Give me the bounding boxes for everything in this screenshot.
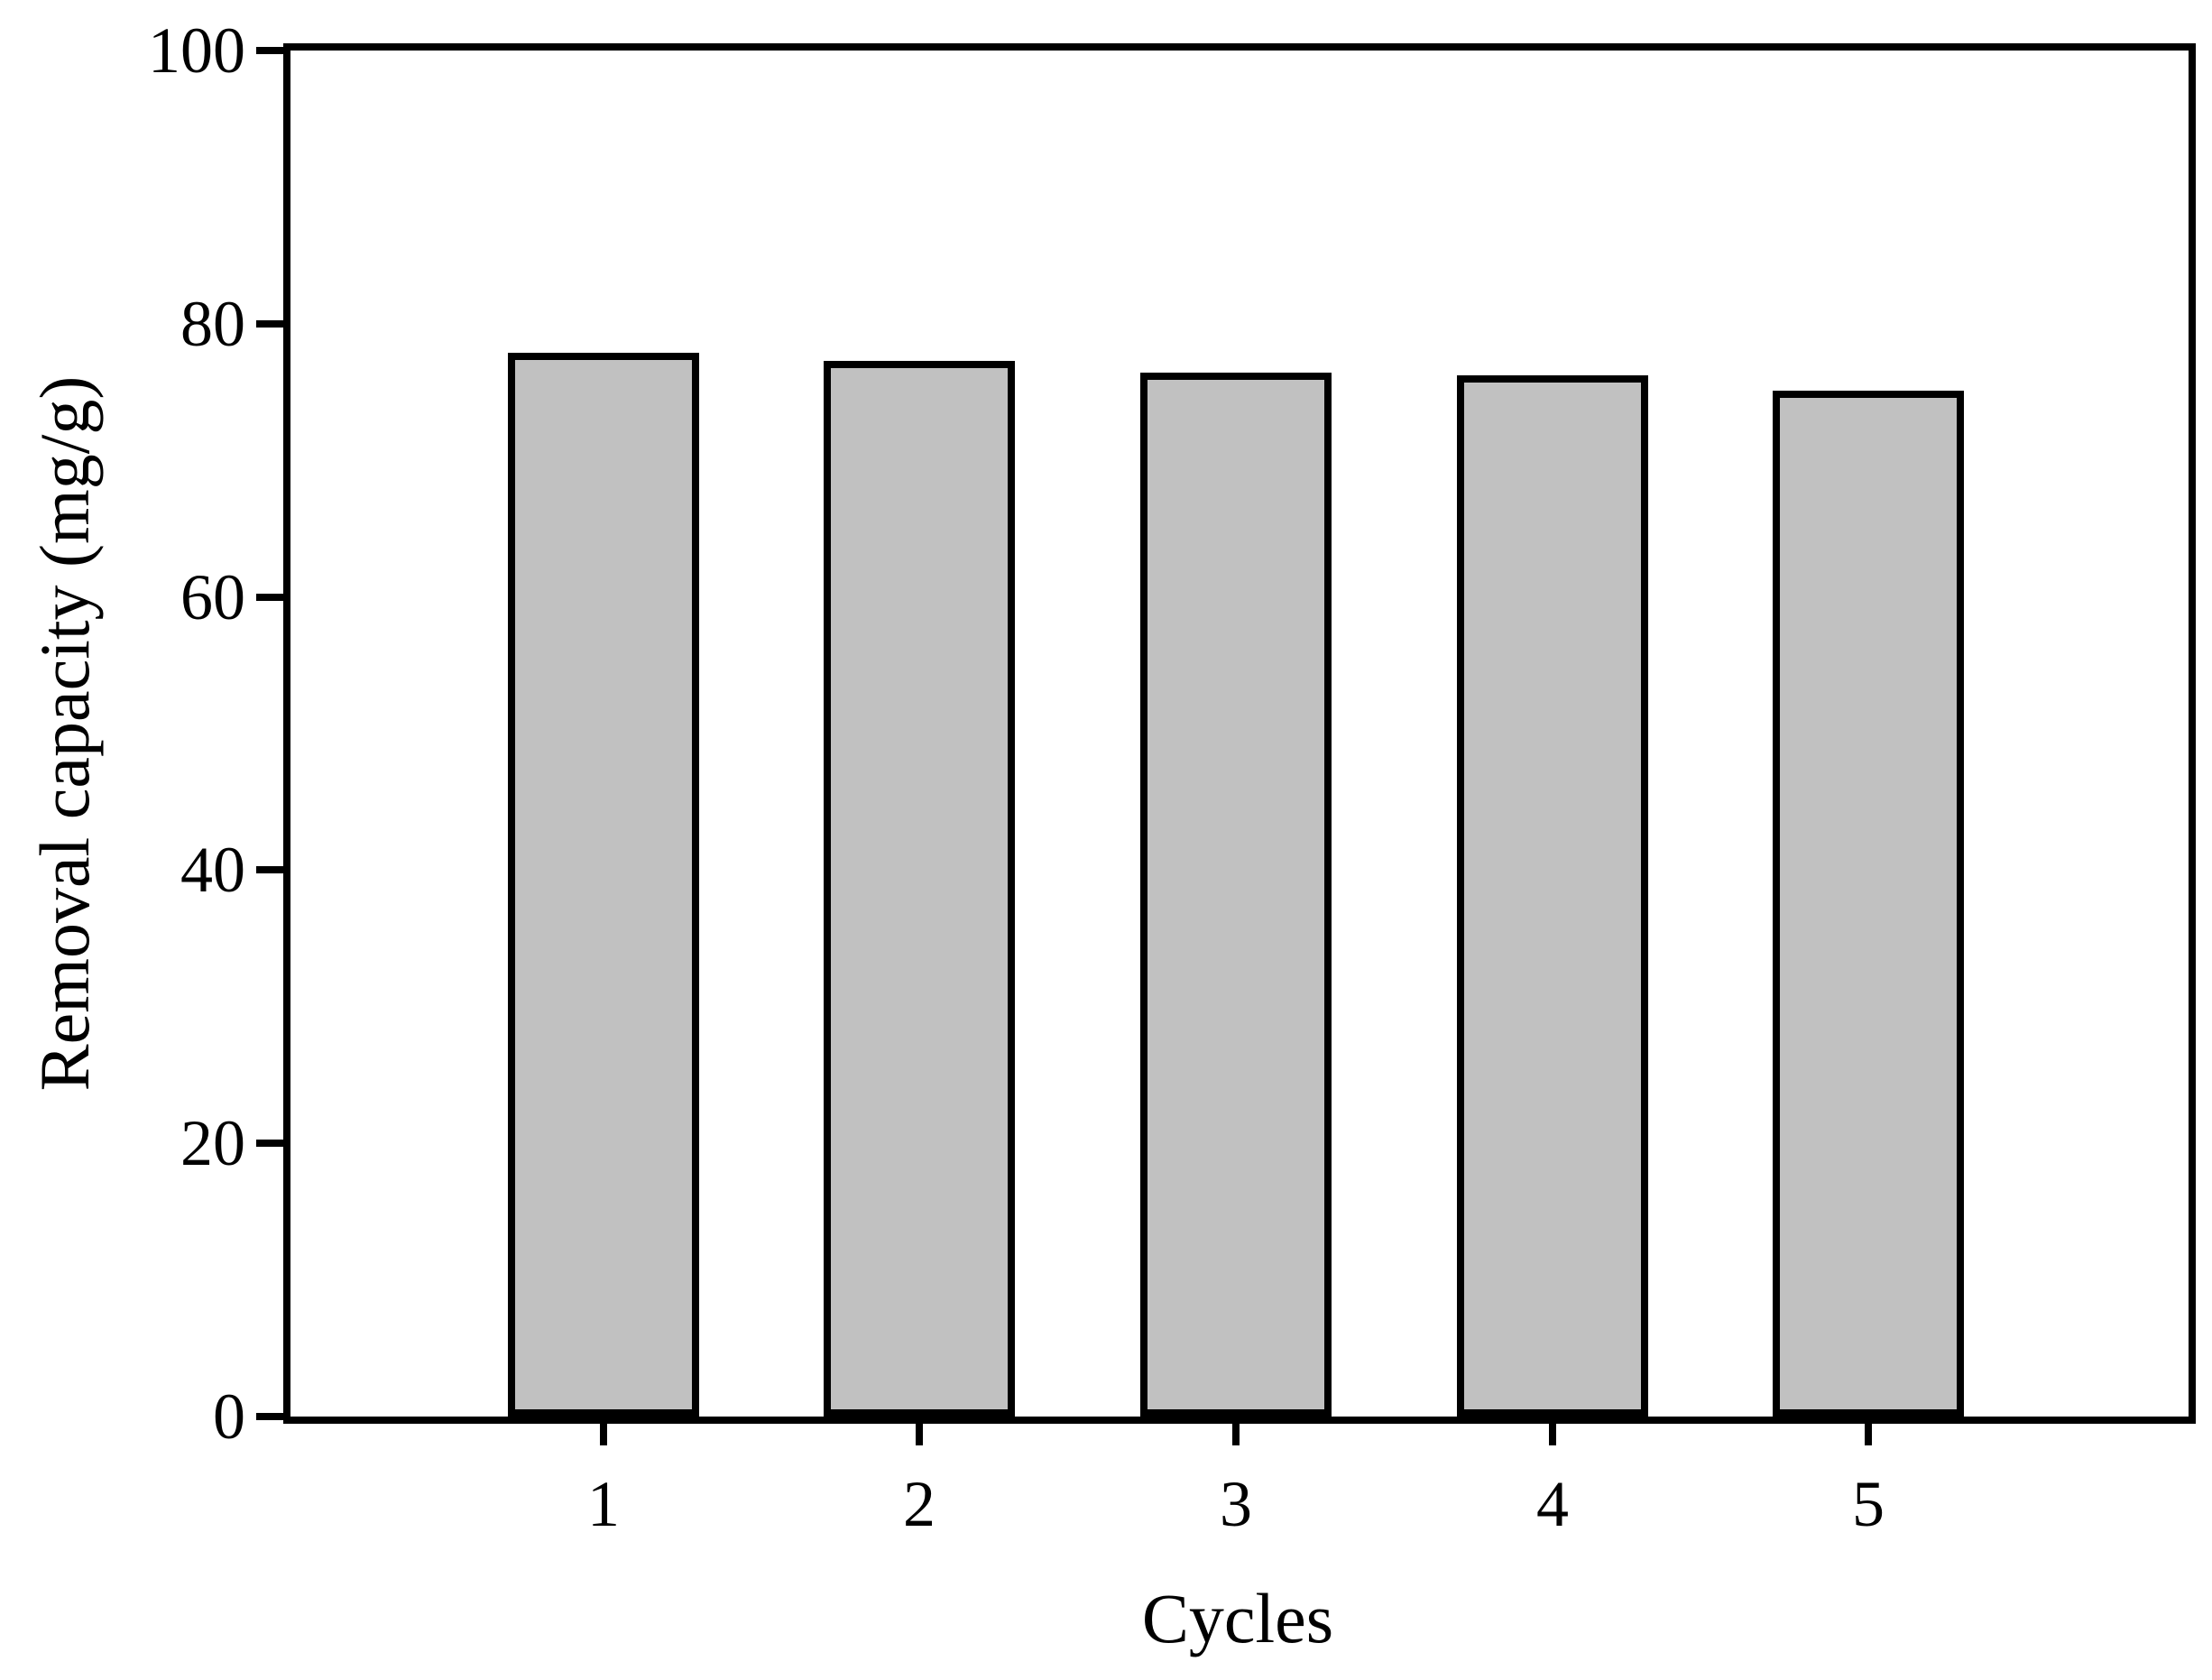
- plot-area: [290, 51, 2189, 1417]
- x-tick-3: [1232, 1418, 1240, 1445]
- y-tick-label-0: 0: [213, 1380, 245, 1453]
- x-tick-label-3: 3: [1220, 1468, 1252, 1540]
- bar-cycle-5: [1773, 391, 1964, 1417]
- y-tick-label-100: 100: [148, 14, 245, 87]
- x-tick-label-2: 2: [903, 1468, 935, 1540]
- bar-cycle-1: [508, 353, 699, 1417]
- y-tick-40: [256, 866, 283, 873]
- y-tick-label-40: 40: [180, 834, 245, 906]
- y-tick-60: [256, 594, 283, 601]
- bar-cycle-3: [1140, 373, 1332, 1417]
- x-tick-label-4: 4: [1536, 1468, 1569, 1540]
- x-tick-1: [600, 1418, 607, 1445]
- y-tick-label-80: 80: [180, 288, 245, 360]
- y-tick-80: [256, 320, 283, 328]
- x-tick-2: [916, 1418, 923, 1445]
- y-tick-label-60: 60: [180, 561, 245, 633]
- y-tick-label-20: 20: [180, 1107, 245, 1179]
- x-axis-title: Cycles: [1141, 1579, 1334, 1657]
- bar-cycle-4: [1457, 375, 1648, 1417]
- y-tick-0: [256, 1413, 283, 1420]
- x-tick-label-1: 1: [587, 1468, 620, 1540]
- x-tick-4: [1549, 1418, 1556, 1445]
- y-tick-20: [256, 1140, 283, 1147]
- y-axis-title: Removal capacity (mg/g): [25, 375, 104, 1092]
- bar-cycle-2: [824, 361, 1015, 1417]
- x-tick-label-5: 5: [1852, 1468, 1885, 1540]
- x-tick-5: [1865, 1418, 1872, 1445]
- y-tick-100: [256, 47, 283, 54]
